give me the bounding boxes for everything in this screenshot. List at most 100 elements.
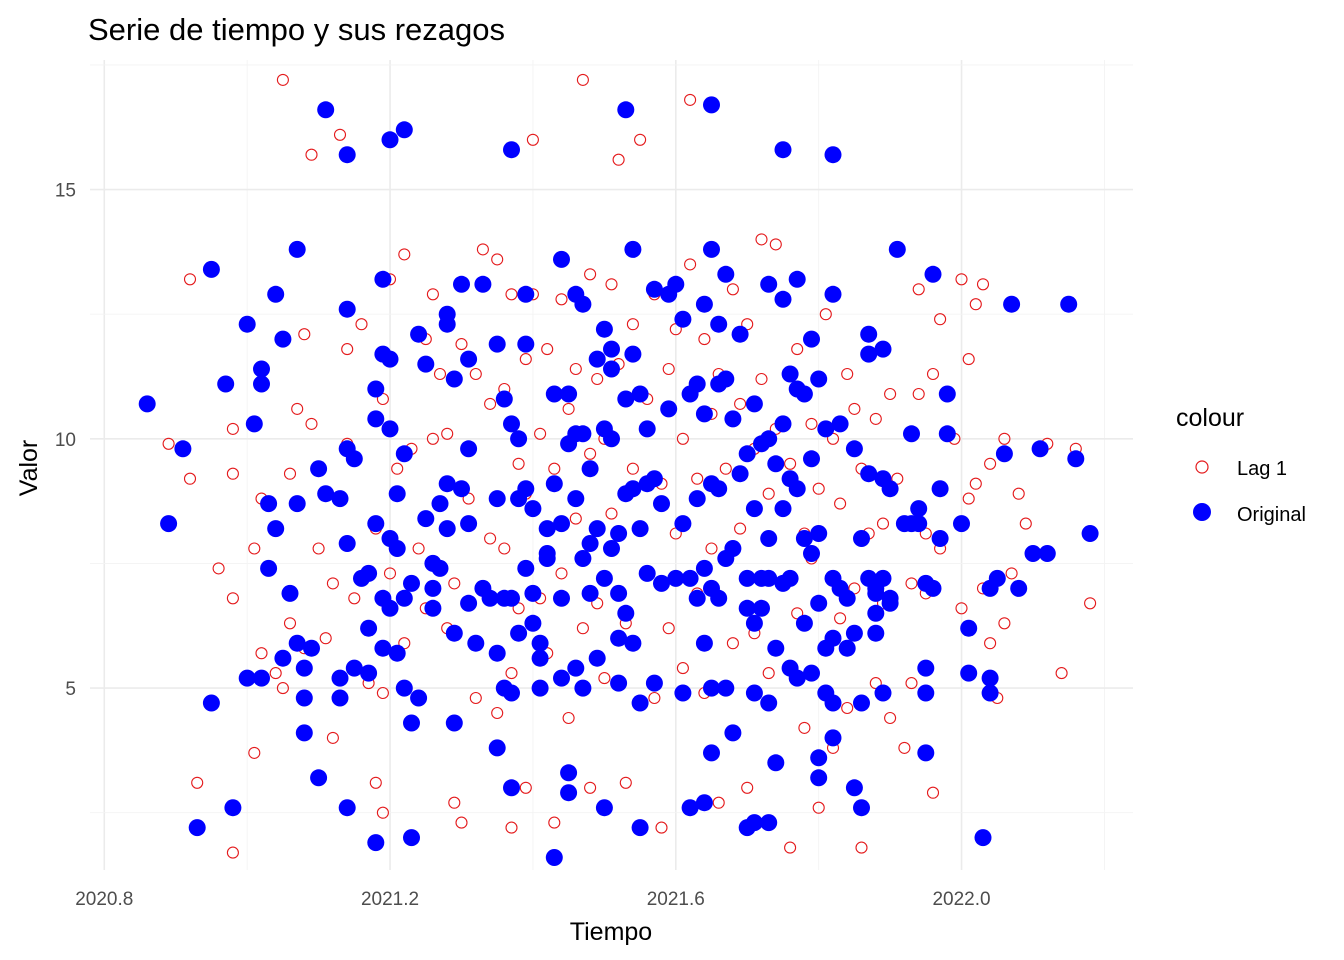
point-original: [453, 480, 470, 498]
point-original: [381, 131, 399, 149]
point-original: [931, 530, 949, 547]
point-lag1: [355, 318, 368, 331]
y-axis-ticks: 5 10 15: [55, 181, 76, 700]
y-tick-label: 5: [65, 679, 76, 700]
point-original: [245, 415, 263, 433]
point-original: [310, 769, 328, 787]
point-original: [538, 550, 556, 567]
point-original: [1067, 450, 1085, 468]
point-original: [824, 285, 842, 303]
point-original: [545, 385, 563, 403]
point-original: [803, 664, 820, 682]
point-original: [417, 355, 435, 373]
point-lag1: [905, 577, 918, 590]
point-original: [460, 350, 478, 368]
point-original: [438, 475, 456, 493]
point-lag1: [741, 781, 754, 794]
point-lag1: [834, 497, 847, 510]
point-original: [781, 569, 799, 587]
point-original: [917, 744, 935, 762]
point-original: [403, 574, 420, 592]
point-original: [388, 644, 406, 662]
point-lag1: [555, 293, 568, 306]
point-original: [531, 649, 549, 667]
point-lag1: [841, 367, 854, 381]
point-lag1: [341, 343, 354, 356]
point-original: [431, 559, 449, 577]
point-original: [410, 689, 428, 707]
point-lag1: [898, 741, 911, 754]
point-original: [810, 370, 828, 388]
point-original: [453, 275, 470, 293]
point-original: [603, 340, 620, 358]
point-original: [938, 385, 956, 403]
point-lag1: [698, 333, 711, 346]
point-original: [381, 420, 399, 438]
point-original: [553, 669, 570, 687]
point-lag1: [812, 482, 825, 495]
point-lag1: [869, 412, 882, 425]
point-original: [360, 564, 378, 582]
point-lag1: [684, 93, 697, 106]
point-original: [631, 819, 649, 837]
point-lag1: [1012, 487, 1025, 500]
point-original: [338, 799, 356, 817]
point-lag1: [376, 806, 389, 819]
point-original: [660, 400, 678, 418]
point-original: [581, 535, 599, 552]
point-lag1: [562, 402, 575, 415]
point-original: [374, 639, 392, 657]
legend-key-lag1: [1195, 460, 1209, 474]
point-original: [817, 420, 835, 438]
point-original: [588, 520, 606, 538]
point-lag1: [162, 437, 175, 450]
point-original: [345, 450, 363, 468]
point-lag1: [784, 841, 797, 854]
point-original: [267, 285, 285, 303]
point-original: [824, 694, 842, 712]
point-original: [574, 679, 592, 697]
point-lag1: [391, 462, 404, 475]
point-original: [695, 405, 713, 423]
point-original: [331, 490, 349, 508]
point-original: [253, 375, 270, 393]
point-original: [603, 540, 620, 557]
point-original: [638, 564, 656, 582]
point-lag1: [876, 517, 890, 530]
point-original: [295, 659, 313, 677]
point-original: [845, 440, 863, 458]
point-lag1: [819, 308, 832, 321]
point-original: [624, 634, 642, 652]
point-original: [317, 101, 335, 119]
point-original: [874, 340, 892, 358]
point-lag1: [676, 432, 689, 445]
point-original: [367, 834, 385, 852]
point-original: [417, 510, 435, 528]
point-original: [138, 395, 156, 413]
point-lag1: [376, 686, 389, 700]
point-original: [1024, 545, 1042, 562]
point-original: [524, 500, 542, 518]
point-lag1: [726, 283, 739, 296]
point-original: [581, 460, 599, 478]
point-original: [881, 594, 899, 612]
point-original: [738, 569, 756, 587]
point-original: [695, 559, 713, 577]
point-original: [667, 275, 685, 293]
point-lag1: [484, 397, 497, 410]
point-lag1: [519, 353, 532, 366]
point-original: [267, 520, 285, 538]
point-original: [360, 664, 378, 682]
point-original: [795, 530, 813, 547]
point-original: [938, 425, 956, 443]
point-lag1: [305, 148, 318, 161]
point-lag1: [298, 328, 311, 341]
point-original: [767, 754, 785, 772]
point-lag1: [791, 343, 804, 356]
point-lag1: [591, 372, 604, 386]
point-original: [703, 96, 720, 114]
point-lag1: [912, 387, 925, 401]
point-original: [403, 714, 420, 732]
point-lag1: [383, 567, 397, 580]
